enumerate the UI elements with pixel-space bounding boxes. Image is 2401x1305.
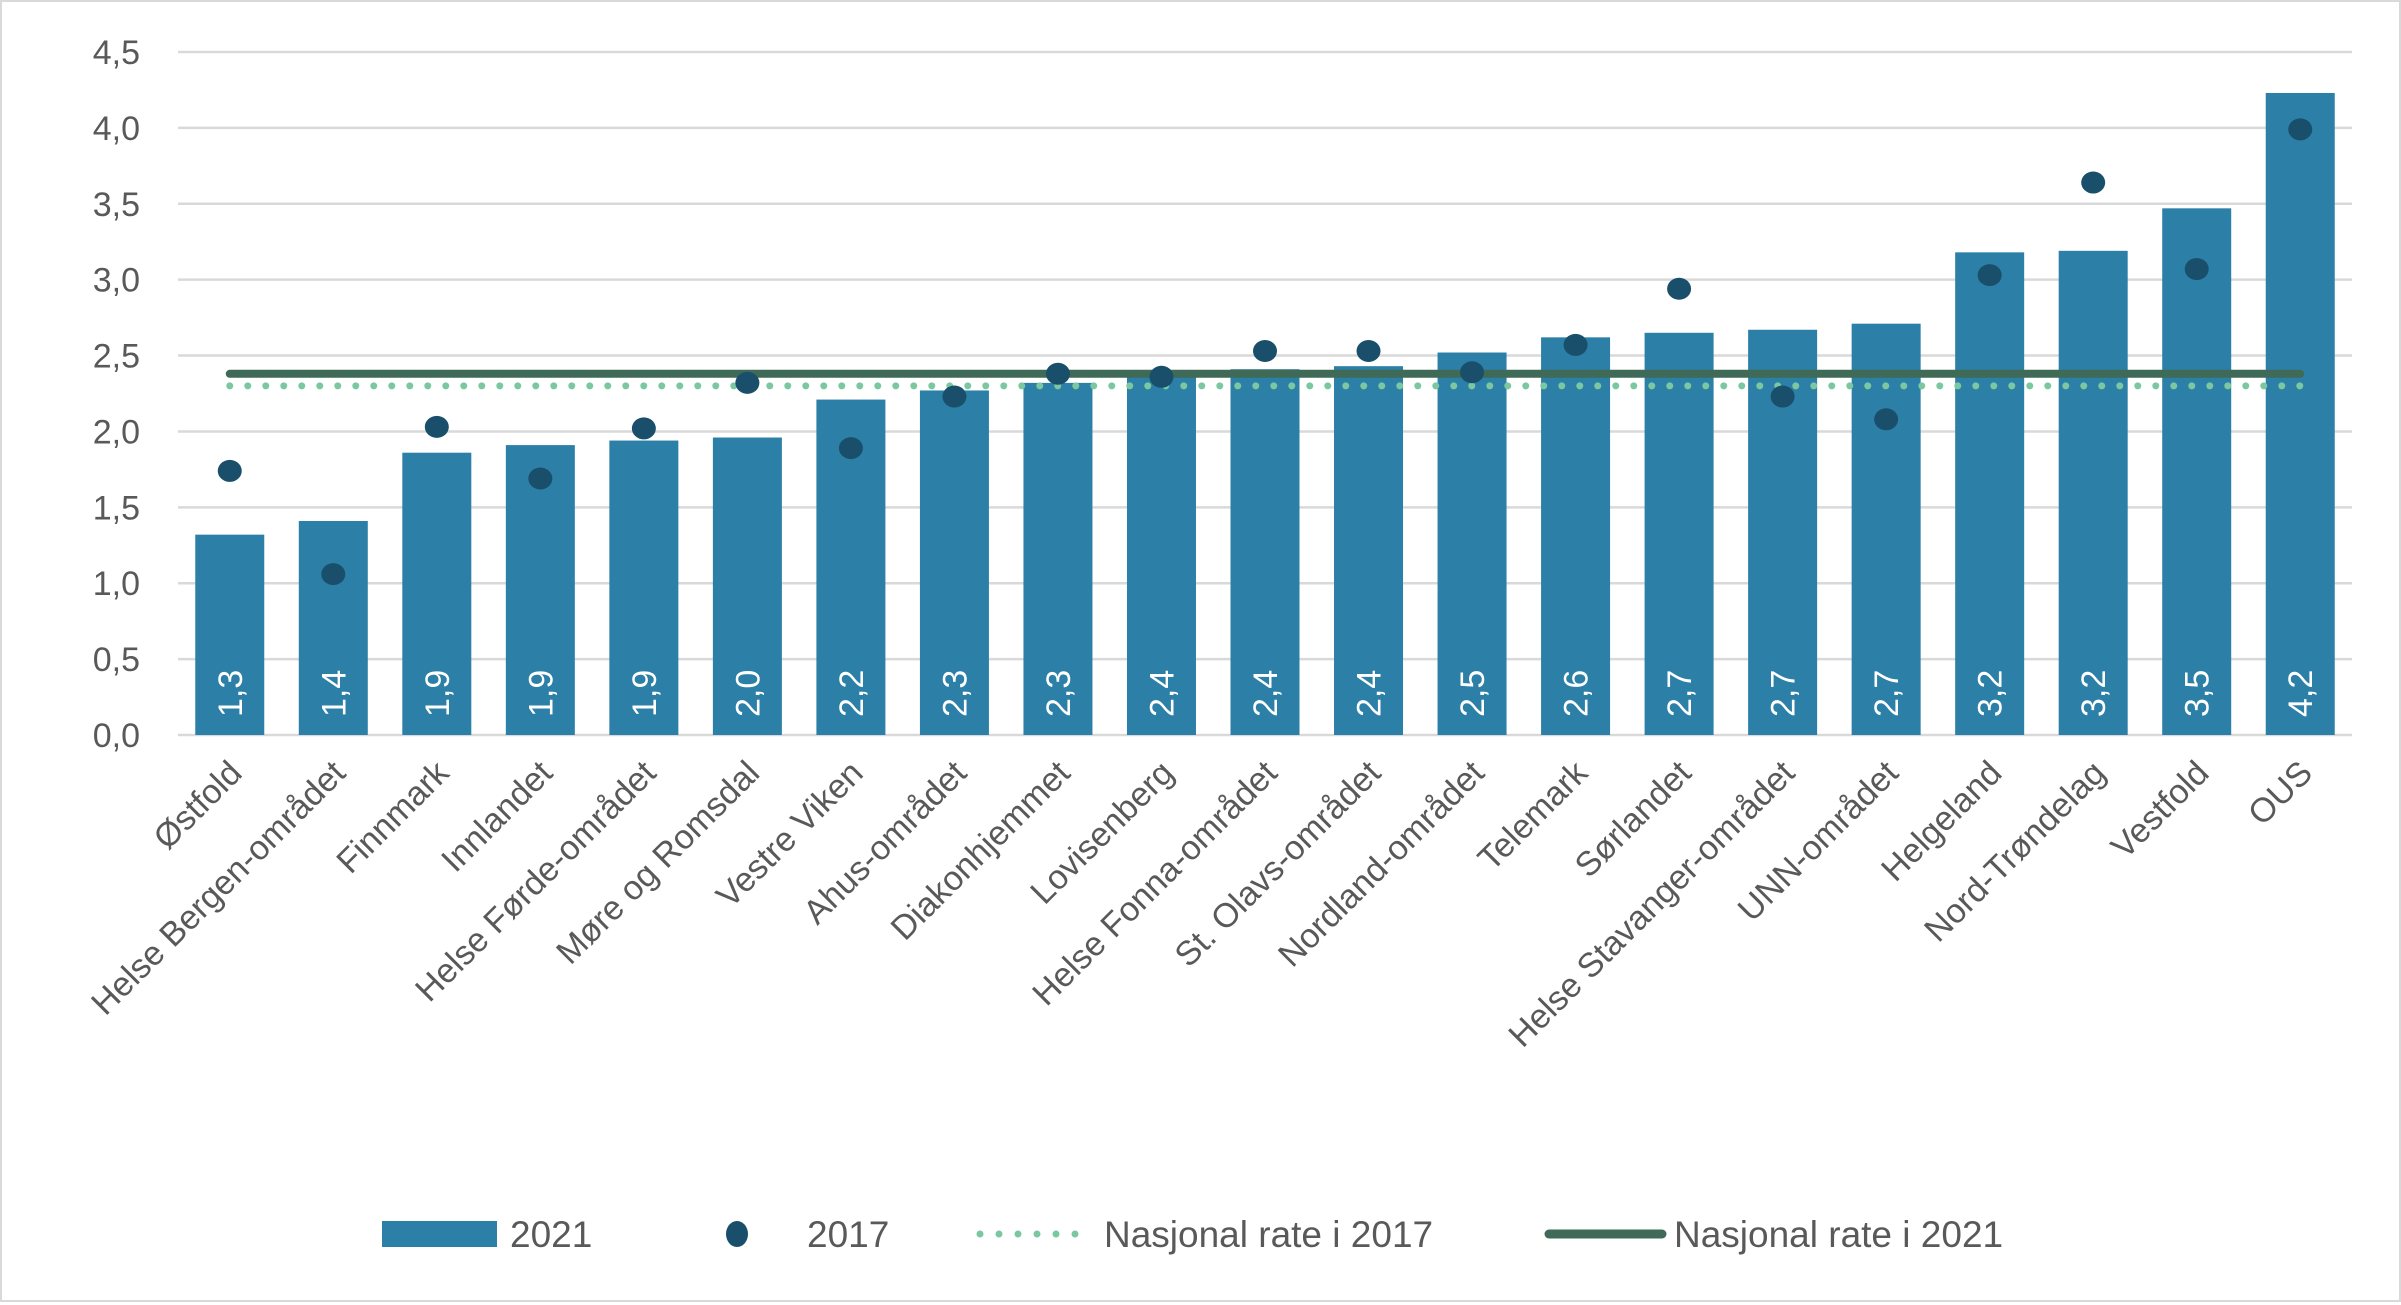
bar bbox=[298, 520, 368, 735]
legend: 2021 2017 Nasjonal rate i 2017 Nasjonal rat… bbox=[382, 1214, 2003, 1255]
bar-label: 2,2 bbox=[833, 670, 871, 717]
legend-label-national-2017: Nasjonal rate i 2017 bbox=[1104, 1214, 1433, 1255]
x-tick-label: Vestfold bbox=[2104, 754, 2216, 866]
dot-2017 bbox=[424, 415, 449, 438]
bar bbox=[919, 390, 989, 735]
bar bbox=[1023, 382, 1093, 735]
dot-2017 bbox=[217, 459, 242, 482]
dot-2017 bbox=[1874, 408, 1899, 431]
y-axis: 0,0 0,5 1,0 1,5 2,0 2,5 3,0 3,5 4,0 4,5 bbox=[93, 34, 140, 755]
bar bbox=[1437, 352, 1507, 735]
x-tick-label: Diakonhjemmet bbox=[884, 753, 1078, 947]
dot-2017 bbox=[321, 563, 346, 586]
x-tick-label: OUS bbox=[2241, 754, 2320, 833]
y-tick-label: 4,0 bbox=[93, 110, 140, 148]
bar bbox=[1851, 323, 1921, 735]
bar-label: 1,9 bbox=[419, 670, 457, 717]
x-tick-label: Østfold bbox=[146, 754, 249, 857]
national-lines bbox=[225, 369, 2305, 390]
y-tick-label: 2,0 bbox=[93, 413, 140, 451]
y-tick-label: 0,0 bbox=[93, 717, 140, 755]
bar-label: 1,4 bbox=[315, 670, 353, 717]
y-tick-label: 1,5 bbox=[93, 489, 140, 527]
bar bbox=[1541, 337, 1611, 735]
bar-label: 1,9 bbox=[626, 670, 664, 717]
y-tick-label: 1,0 bbox=[93, 565, 140, 603]
bar bbox=[712, 437, 782, 735]
y-tick-label: 2,5 bbox=[93, 338, 140, 376]
bar-label: 2,4 bbox=[1351, 670, 1389, 717]
dot-2017 bbox=[1045, 362, 1070, 385]
bar bbox=[195, 534, 265, 735]
bar bbox=[1126, 373, 1196, 735]
legend-label-2017: 2017 bbox=[807, 1214, 889, 1255]
dot-2017 bbox=[1460, 361, 1485, 384]
bar bbox=[1230, 369, 1300, 735]
dot-2017 bbox=[2184, 258, 2209, 281]
bar-label: 1,9 bbox=[522, 670, 560, 717]
bar-labels: 1,3 1,4 1,9 1,9 1,9 2,0 2,2 2,3 2,3 2,4 2,4 2,4 2,5 2… bbox=[212, 670, 2320, 717]
bar bbox=[2058, 250, 2128, 735]
y-tick-label: 3,5 bbox=[93, 186, 140, 224]
dot-2017 bbox=[1667, 277, 1692, 300]
bar bbox=[1644, 332, 1714, 735]
dot-2017 bbox=[528, 467, 553, 490]
legend-label-national-2021: Nasjonal rate i 2021 bbox=[1674, 1214, 2003, 1255]
bar-label: 2,4 bbox=[1143, 670, 1181, 717]
x-tick-label: Nord-Trøndelag bbox=[1917, 754, 2113, 950]
bar bbox=[609, 440, 679, 735]
dots-2017 bbox=[217, 118, 2313, 586]
bar-label: 2,6 bbox=[1558, 670, 1596, 717]
dot-2017 bbox=[838, 437, 863, 460]
bar-label: 2,7 bbox=[1765, 670, 1803, 717]
legend-swatch-2021 bbox=[382, 1221, 497, 1247]
y-tick-label: 3,0 bbox=[93, 262, 140, 300]
dot-2017 bbox=[1253, 340, 1277, 363]
bar bbox=[1955, 252, 2025, 735]
y-tick-label: 0,5 bbox=[93, 641, 140, 679]
legend-swatch-2017 bbox=[726, 1221, 748, 1247]
bar-label: 2,5 bbox=[1454, 670, 1492, 717]
bar-label: 3,2 bbox=[2075, 670, 2113, 717]
x-tick-label: Finnmark bbox=[329, 753, 457, 881]
legend-label-2021: 2021 bbox=[510, 1214, 592, 1255]
bar bbox=[2265, 92, 2335, 736]
dot-2017 bbox=[2288, 118, 2313, 141]
bar-label: 3,5 bbox=[2179, 670, 2217, 717]
bar-label: 2,4 bbox=[1247, 670, 1285, 717]
dot-2017 bbox=[942, 385, 967, 408]
dot-2017 bbox=[735, 371, 760, 394]
dot-2017 bbox=[1770, 385, 1795, 408]
bar-label: 3,2 bbox=[1972, 670, 2010, 717]
bar bbox=[2162, 208, 2232, 735]
dot-2017 bbox=[1563, 333, 1588, 356]
bar-label: 2,3 bbox=[1040, 670, 1078, 717]
bar-label: 2,3 bbox=[936, 670, 974, 717]
bar-label: 2,7 bbox=[1868, 670, 1906, 717]
dot-2017 bbox=[1149, 365, 1174, 388]
dot-2017 bbox=[1356, 340, 1381, 363]
dot-2017 bbox=[1977, 264, 2002, 287]
bar-label: 4,2 bbox=[2282, 670, 2320, 717]
dot-2017 bbox=[631, 417, 656, 440]
bar-label: 2,0 bbox=[729, 670, 767, 717]
bar bbox=[402, 452, 472, 735]
bars bbox=[195, 92, 2335, 736]
dot-2017 bbox=[2081, 171, 2106, 194]
y-tick-label: 4,5 bbox=[93, 34, 140, 72]
bar bbox=[1334, 366, 1404, 735]
bar-label: 2,7 bbox=[1661, 670, 1699, 717]
bar-label: 1,3 bbox=[212, 670, 250, 717]
bar bbox=[505, 445, 575, 735]
